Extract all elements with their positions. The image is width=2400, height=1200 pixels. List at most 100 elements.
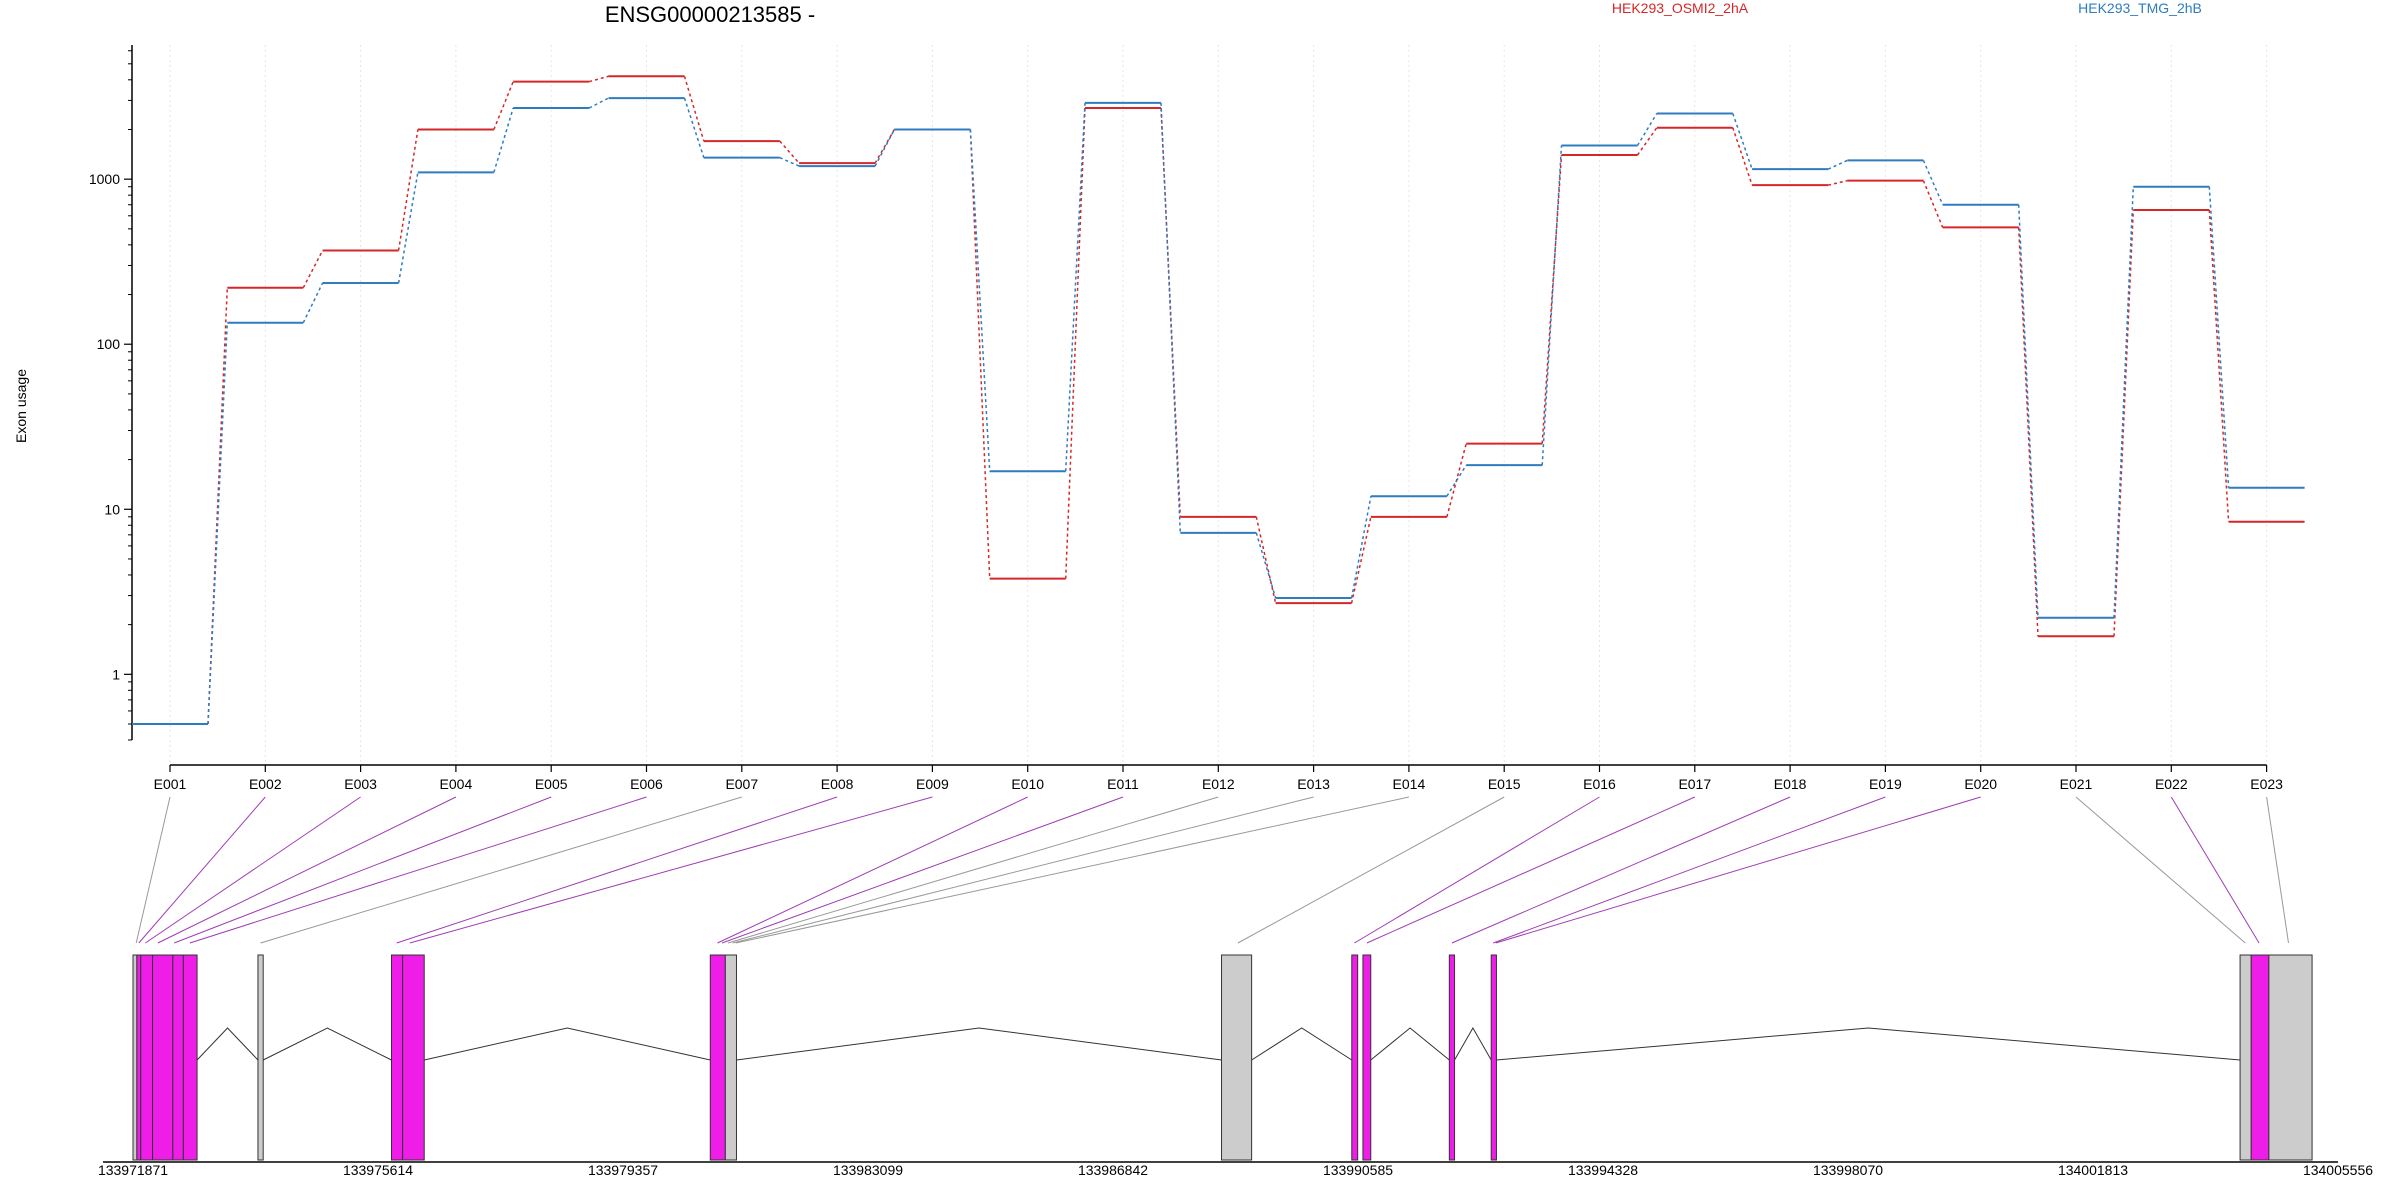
genome-tick-label: 133979357 [588,1162,658,1178]
exon-connector [173,796,552,944]
exon-usage-transition [779,140,800,164]
legend-entry-series-2: HEK293_TMG_2hB [2078,0,2202,16]
genome-tick-label: 134001813 [2058,1162,2128,1178]
exon-connector [396,796,838,944]
exon-tick-label: E023 [2250,776,2283,792]
gene-exon-box [2250,954,2270,1161]
exon-usage-transition [1350,496,1372,599]
exon-usage-transition [874,129,896,167]
exon-tick-label: E015 [1488,776,1521,792]
gene-exon-box [390,954,404,1161]
series-lines [132,75,2305,726]
y-tick-label: 1 [112,666,120,682]
exon-usage-transition [1255,532,1277,599]
intron-line [262,1027,392,1061]
genome-tick-label: 133998070 [1813,1162,1883,1178]
exon-tick-label: E009 [916,776,949,792]
exon-connector [1354,796,1600,944]
intron-line [424,1027,711,1061]
exon-usage-transition [397,172,419,284]
gene-exon-box [709,954,726,1161]
series-2 [132,97,2305,726]
exon-usage-transition [2017,204,2039,618]
gene-exon-box [136,954,142,1161]
exon-tick-label: E002 [249,776,282,792]
genome-tick-label: 133983099 [833,1162,903,1178]
gene-exon-box [132,954,138,1161]
exon-connector [189,796,647,944]
exon-connector [1451,796,1791,944]
exon-usage-transition [1827,159,1848,170]
gene-exon-box [257,954,264,1161]
exon-usage-transition [1064,102,1086,472]
genome-tick-label: 133994328 [1568,1162,1638,1178]
exon-usage-transition [1922,160,1944,206]
exon-tick-label: E003 [344,776,377,792]
exon-tick-label: E017 [1678,776,1711,792]
exon-tick-label: E014 [1393,776,1426,792]
exon-usage-transition [1350,516,1372,604]
gene-model [132,954,2313,1161]
exon-connector [157,796,457,944]
exon-usage-transition [2113,210,2135,637]
exon-usage-transition [1732,113,1753,170]
y-axis: 1 10 100 1000 [89,45,133,741]
exon-usage-transition [683,76,705,142]
exon-connectors [135,796,2290,944]
exon-connector [135,796,171,944]
exon-usage-transition [589,75,609,83]
exon-usage-transition [1827,179,1848,186]
exon-tick-label: E010 [1011,776,1044,792]
exon-usage-transition [302,250,324,289]
exon-usage-transition [207,322,229,725]
intron-line [736,1027,1222,1061]
exon-axis: E001 E002 E003 E004 E005 E006 E007 E008 E009 E010… [154,764,2283,792]
exon-connector [727,796,1219,944]
exon-usage-transition [1636,127,1658,156]
exon-connector [1366,796,1696,944]
legend-entry-series-1: HEK293_OSMI2_2hA [1612,0,1749,16]
intron-line [1370,1027,1450,1061]
gene-exon-box [152,954,174,1161]
exon-connector [1237,796,1505,944]
exon-connector [735,796,1410,944]
gene-exon-box [1221,954,1253,1161]
exon-tick-label: E022 [2155,776,2188,792]
exon-usage-transition [1922,180,1944,228]
gene-exon-box [1351,954,1359,1161]
gene-exon-box [2268,954,2313,1161]
gene-exon-box [182,954,198,1161]
exon-tick-label: E007 [725,776,758,792]
intron-line [1251,1027,1353,1061]
genome-tick-label: 133975614 [343,1162,413,1178]
exon-usage-transition [683,97,705,158]
gene-exon-box [1490,954,1497,1161]
y-tick-label: 10 [104,501,120,517]
exon-usage-transition [969,129,991,472]
y-tick-label: 1000 [89,171,120,187]
exon-usage-transition [1446,464,1467,497]
exon-connector [721,796,1124,944]
gene-exon-box [1448,954,1456,1161]
genome-tick-label: 133990585 [1323,1162,1393,1178]
exon-usage-transition [1255,516,1277,604]
exon-connector [2266,796,2290,944]
gene-exon-box [2239,954,2252,1161]
exon-tick-label: E016 [1583,776,1616,792]
exon-connector [409,796,933,944]
exon-connector [260,796,742,944]
exon-connector [717,796,1028,944]
exon-gridlines [169,45,2268,765]
gene-exon-box [140,954,154,1161]
gene-exon-box [724,954,737,1161]
gene-exon-box [402,954,425,1161]
exon-usage-transition [1732,127,1753,186]
exon-connector [1495,796,1981,944]
intron-line [196,1027,259,1061]
gene-exon-box [1362,954,1372,1161]
intron-line [1496,1027,2241,1061]
exon-usage-transition [207,287,229,725]
exon-tick-label: E018 [1774,776,1807,792]
exon-usage-transition [2208,186,2230,488]
exon-usage-transition [1636,113,1658,146]
